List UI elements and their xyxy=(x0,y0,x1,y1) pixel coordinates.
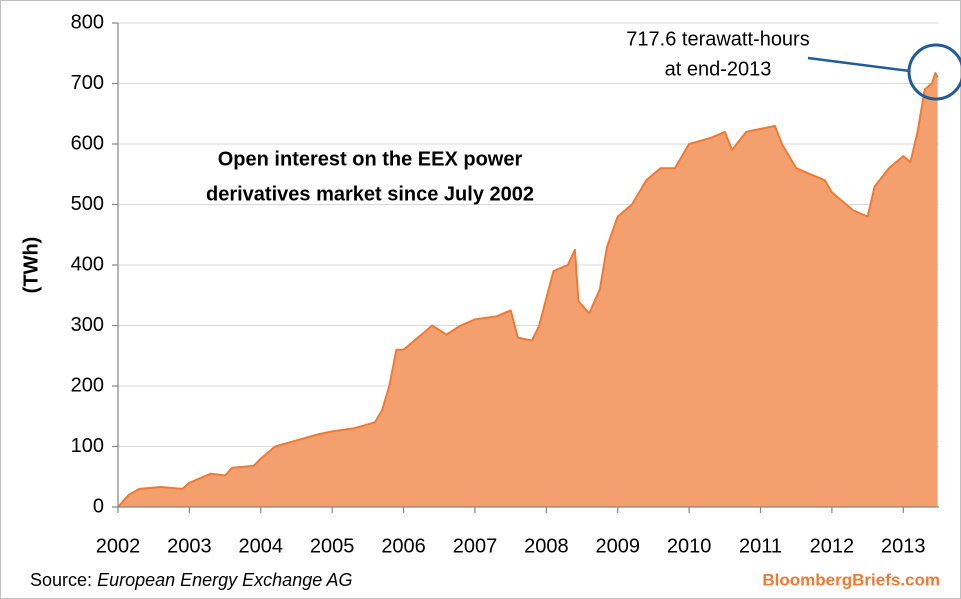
x-tick-label: 2011 xyxy=(739,535,782,557)
x-tick-label: 2005 xyxy=(310,535,355,557)
x-tick-label: 2004 xyxy=(239,535,284,557)
y-tick-label: 200 xyxy=(71,374,104,396)
x-tick-label: 2010 xyxy=(667,535,712,557)
x-tick-label: 2003 xyxy=(167,535,212,557)
x-tick-label: 2012 xyxy=(810,535,855,557)
area-line xyxy=(117,71,939,508)
y-axis-label: (TWh) xyxy=(20,237,42,294)
x-tick-label: 2009 xyxy=(595,535,640,557)
annotation-connector xyxy=(807,56,911,73)
x-tick-label: 2013 xyxy=(881,535,926,557)
y-tick-label: 500 xyxy=(71,193,104,215)
chart-title: Open interest on the EEX power xyxy=(218,148,523,170)
annotation-circle xyxy=(907,43,961,101)
y-tick-label: 0 xyxy=(93,495,104,517)
source: Source: European Energy Exchange AG xyxy=(30,570,353,590)
y-tick-label: 700 xyxy=(71,72,104,94)
y-tick-label: 800 xyxy=(71,11,104,33)
area-fill xyxy=(118,72,938,508)
x-tick-label: 2002 xyxy=(96,535,141,557)
y-tick-label: 400 xyxy=(71,253,104,275)
x-tick-label: 2008 xyxy=(524,535,569,557)
y-tick-label: 300 xyxy=(71,314,104,336)
annotation: at end-2013 xyxy=(665,58,772,80)
x-tick-label: 2006 xyxy=(381,535,426,557)
y-tick-label: 100 xyxy=(71,435,104,457)
y-tick-label: 600 xyxy=(71,132,104,154)
source-label: Source: xyxy=(30,570,92,590)
brand: BloombergBriefs.com xyxy=(762,570,940,589)
x-tick-label: 2007 xyxy=(453,535,498,557)
annotation: 717.6 terawatt-hours xyxy=(626,28,809,50)
chart-title: derivatives market since July 2002 xyxy=(206,183,534,205)
plot-area: 0 100 200 300 400 500 600 700 800 2002 2003 2004 200… xyxy=(71,11,939,557)
source-text: European Energy Exchange AG xyxy=(97,570,353,590)
